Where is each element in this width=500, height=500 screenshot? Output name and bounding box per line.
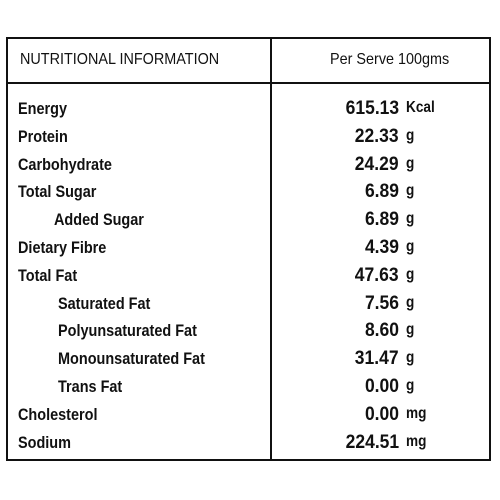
- nutrient-label: Added Sugar: [54, 210, 144, 230]
- nutrient-rows: Energy 615.13 Kcal Protein 22.33 g Carbo…: [8, 97, 489, 458]
- table-row: Dietary Fibre 4.39 g: [8, 236, 489, 264]
- table-row: Monounsaturated Fat 31.47 g: [8, 347, 489, 375]
- nutrient-unit: g: [406, 349, 415, 367]
- table-row: Protein 22.33 g: [8, 125, 489, 153]
- nutrient-value: 31.47: [355, 348, 399, 370]
- column-divider: [270, 39, 272, 459]
- nutrition-table: NUTRITIONAL INFORMATION Per Serve 100gms…: [6, 37, 491, 461]
- nutrient-value: 6.89: [364, 209, 399, 231]
- nutrient-unit: g: [406, 210, 415, 228]
- nutrient-label: Dietary Fibre: [18, 237, 107, 257]
- table-row: Sodium 224.51 mg: [8, 431, 489, 459]
- nutrient-unit: mg: [406, 432, 427, 450]
- nutrient-unit: mg: [406, 404, 427, 422]
- table-header-row: NUTRITIONAL INFORMATION Per Serve 100gms: [8, 39, 489, 84]
- nutrient-label: Total Sugar: [18, 182, 97, 202]
- table-row: Total Fat 47.63 g: [8, 264, 489, 292]
- table-row: Added Sugar 6.89 g: [8, 208, 489, 236]
- nutrient-label: Trans Fat: [58, 376, 123, 396]
- header-per-serve: Per Serve 100gms: [330, 51, 450, 68]
- nutrient-label: Total Fat: [18, 265, 78, 285]
- nutrient-label: Monounsaturated Fat: [58, 349, 205, 369]
- table-row: Saturated Fat 7.56 g: [8, 292, 489, 320]
- nutrient-unit: g: [406, 182, 415, 200]
- nutrient-label: Polyunsaturated Fat: [58, 321, 197, 341]
- nutrient-value: 47.63: [355, 264, 399, 286]
- nutrient-unit: g: [406, 376, 415, 394]
- nutrient-unit: g: [406, 293, 415, 311]
- header-nutritional-information: NUTRITIONAL INFORMATION: [20, 51, 220, 68]
- table-row: Trans Fat 0.00 g: [8, 375, 489, 403]
- nutrient-label: Energy: [18, 99, 67, 118]
- nutrient-unit: g: [406, 126, 415, 144]
- nutrient-unit: Kcal: [406, 99, 435, 116]
- nutrient-value: 615.13: [345, 98, 399, 119]
- nutrient-label: Sodium: [18, 432, 71, 452]
- nutrient-value: 24.29: [355, 153, 399, 175]
- nutrient-label: Protein: [18, 126, 68, 146]
- nutrient-value: 6.89: [364, 181, 399, 203]
- nutrient-label: Saturated Fat: [58, 293, 151, 313]
- nutrient-label: Carbohydrate: [18, 154, 112, 174]
- nutrient-unit: g: [406, 265, 415, 283]
- table-row: Cholesterol 0.00 mg: [8, 403, 489, 431]
- nutrient-unit: g: [406, 237, 415, 255]
- nutrient-value: 0.00: [364, 375, 399, 397]
- nutrient-value: 8.60: [364, 320, 399, 342]
- table-row: Polyunsaturated Fat 8.60 g: [8, 319, 489, 347]
- nutrient-unit: g: [406, 154, 415, 172]
- table-row: Total Sugar 6.89 g: [8, 180, 489, 208]
- table-row: Energy 615.13 Kcal: [8, 97, 489, 125]
- nutrient-value: 0.00: [364, 403, 399, 425]
- table-row: Carbohydrate 24.29 g: [8, 153, 489, 181]
- nutrient-value: 22.33: [355, 125, 399, 147]
- nutrient-value: 7.56: [364, 292, 399, 314]
- nutrient-unit: g: [406, 321, 415, 339]
- nutrient-value: 4.39: [364, 236, 399, 258]
- nutrient-value: 224.51: [345, 431, 399, 453]
- nutrient-label: Cholesterol: [18, 404, 98, 424]
